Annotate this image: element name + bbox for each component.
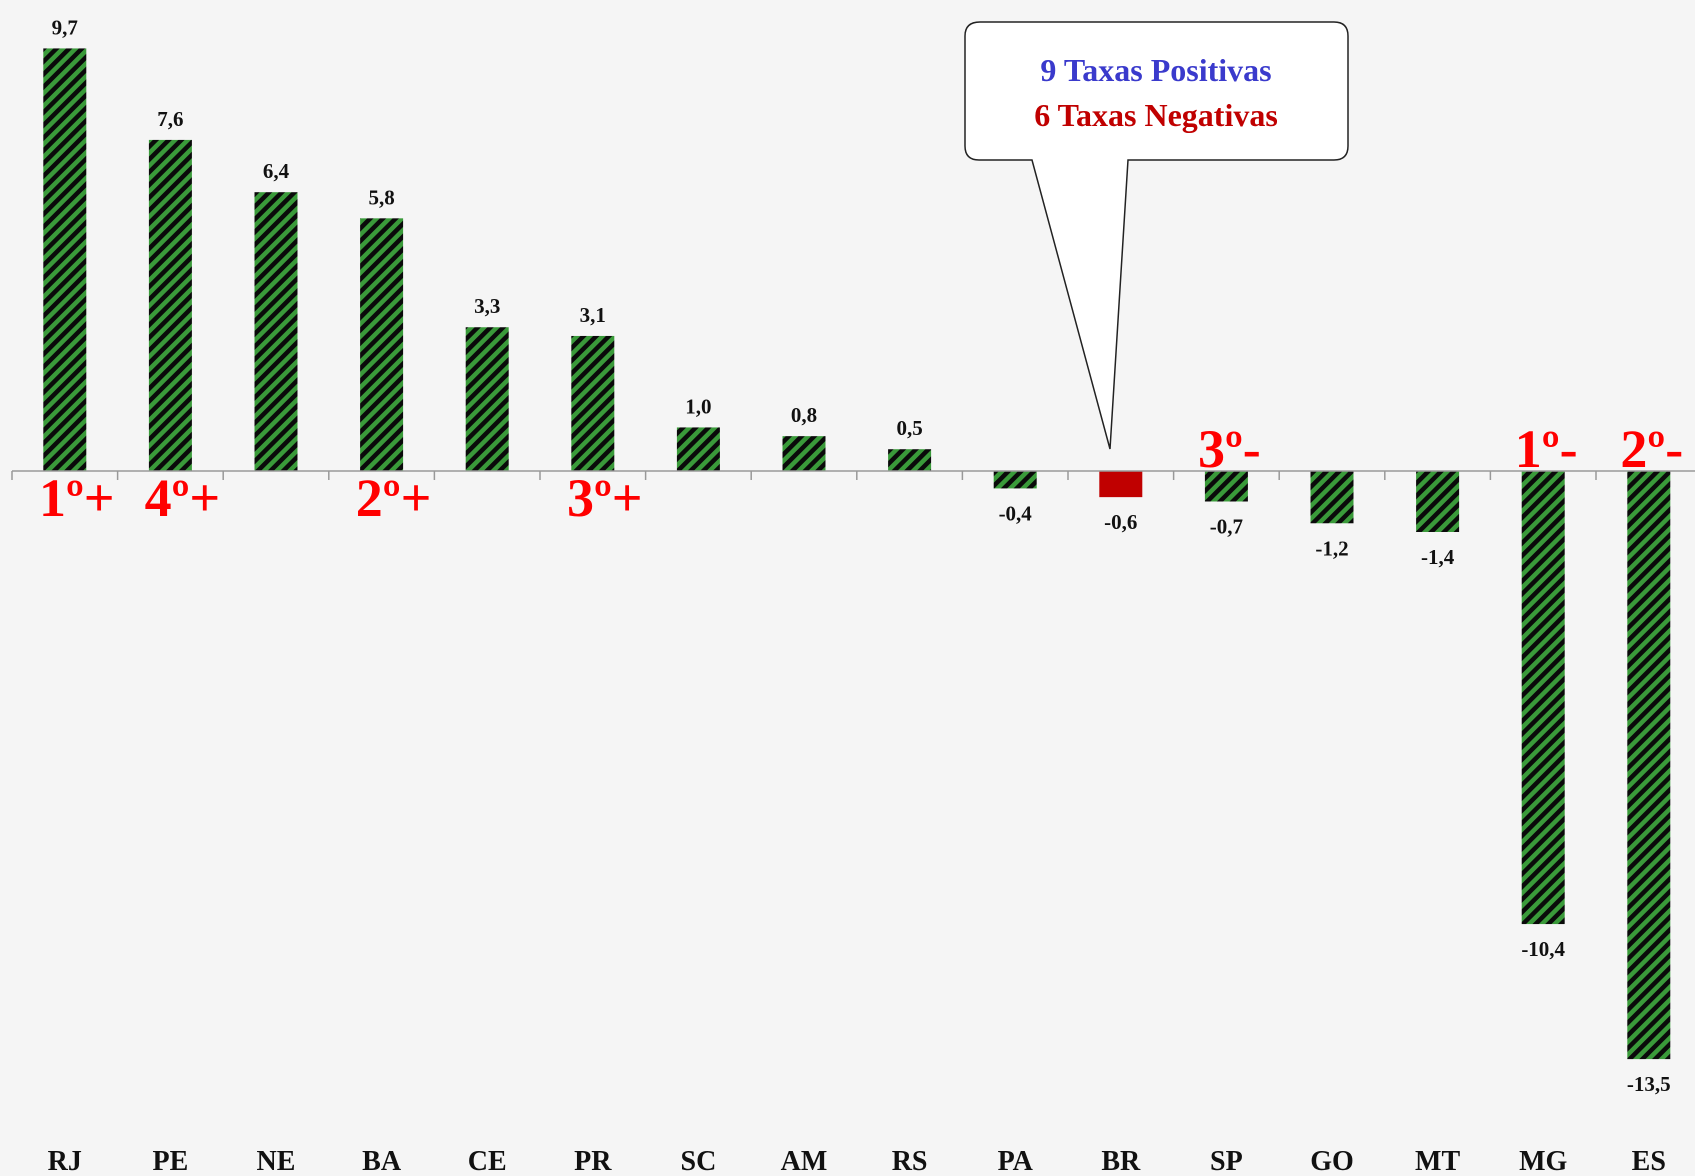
rank-annotation: 3º+ — [567, 468, 643, 528]
x-tick-label: NE — [257, 1146, 296, 1176]
bar — [43, 48, 87, 471]
bar — [1521, 471, 1565, 925]
x-tick-label: SP — [1210, 1146, 1243, 1176]
value-label: 5,8 — [368, 185, 394, 209]
x-tick-label: RS — [892, 1146, 928, 1176]
bar — [1310, 471, 1354, 524]
bar — [993, 471, 1037, 489]
x-tick-label: AM — [781, 1146, 828, 1176]
value-label: -0,6 — [1104, 510, 1137, 534]
bar — [465, 327, 509, 471]
x-tick-label: PE — [153, 1146, 189, 1176]
rank-annotation: 1º- — [1515, 419, 1578, 479]
value-label: 7,6 — [157, 107, 183, 131]
value-label: -0,4 — [999, 501, 1033, 525]
value-label: 0,5 — [896, 416, 922, 440]
value-label: -1,4 — [1421, 545, 1455, 569]
value-label: 3,1 — [580, 303, 606, 327]
rank-annotation: 2º- — [1620, 419, 1683, 479]
value-label: -10,4 — [1521, 937, 1565, 961]
value-label: 1,0 — [685, 394, 711, 418]
value-label: 6,4 — [263, 159, 290, 183]
x-tick-label: RJ — [48, 1146, 82, 1176]
rank-annotation: 3º- — [1198, 419, 1261, 479]
value-label: 3,3 — [474, 294, 500, 318]
x-tick-label: BR — [1101, 1146, 1141, 1176]
x-tick-label: MT — [1415, 1146, 1460, 1176]
x-tick-label: CE — [468, 1146, 507, 1176]
rank-annotation: 2º+ — [356, 468, 432, 528]
x-tick-label: MG — [1519, 1146, 1567, 1176]
callout-box — [964, 21, 1349, 450]
callout-negative: 6 Taxas Negativas — [1034, 97, 1278, 133]
x-tick-label: SC — [681, 1146, 717, 1176]
bar — [360, 218, 404, 471]
x-tick-label: PA — [998, 1146, 1034, 1176]
bar — [1099, 471, 1143, 498]
value-label: -0,7 — [1210, 514, 1243, 538]
x-tick-label: ES — [1632, 1146, 1666, 1176]
rank-annotation: 1º+ — [39, 468, 115, 528]
value-label: 0,8 — [791, 403, 817, 427]
rank-annotation: 4º+ — [145, 468, 221, 528]
bar — [1627, 471, 1671, 1060]
bar — [571, 335, 615, 471]
bar — [148, 139, 192, 471]
x-tick-label: PR — [574, 1146, 612, 1176]
bar — [1204, 471, 1248, 502]
bar — [254, 192, 298, 471]
bar — [782, 436, 826, 471]
x-tick-label: GO — [1310, 1146, 1354, 1176]
callout-positive: 9 Taxas Positivas — [1040, 52, 1271, 88]
value-label: 9,7 — [52, 15, 78, 39]
value-label: -1,2 — [1315, 536, 1348, 560]
value-label: -13,5 — [1627, 1072, 1671, 1096]
bar — [888, 449, 932, 471]
x-tick-label: BA — [362, 1146, 402, 1176]
bar — [1416, 471, 1460, 532]
bar — [676, 427, 720, 471]
